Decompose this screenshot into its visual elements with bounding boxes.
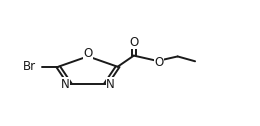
Text: O: O: [129, 36, 138, 49]
Text: O: O: [83, 47, 93, 60]
Text: N: N: [106, 78, 115, 91]
Text: Br: Br: [23, 60, 36, 73]
Text: O: O: [154, 56, 164, 69]
Text: N: N: [61, 78, 69, 91]
